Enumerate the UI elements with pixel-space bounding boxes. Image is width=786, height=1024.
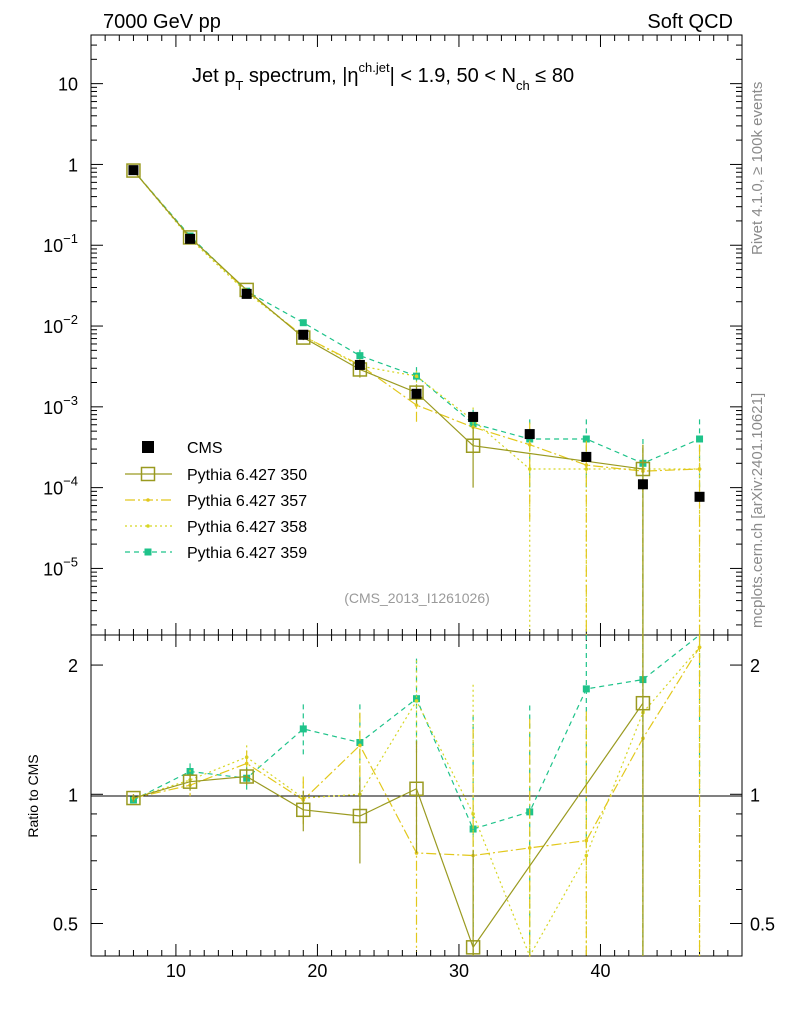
data-point xyxy=(527,442,532,447)
data-point xyxy=(696,435,704,443)
legend-label-357: Pythia 6.427 357 xyxy=(187,493,307,510)
data-point xyxy=(144,548,152,556)
x-tick-label: 20 xyxy=(307,961,327,981)
ratio-y-tick-label: 2 xyxy=(68,656,78,676)
x-tick-label: 40 xyxy=(590,961,610,981)
data-point xyxy=(469,825,477,833)
y-tick-label: 10 xyxy=(58,75,78,95)
data-point xyxy=(635,695,651,711)
data-point xyxy=(146,498,150,502)
data-point xyxy=(697,645,702,650)
series-line-s350 xyxy=(132,170,644,470)
data-point xyxy=(356,352,364,360)
data-point xyxy=(182,230,198,245)
data-point xyxy=(527,846,532,850)
data-point xyxy=(581,451,592,462)
data-point xyxy=(637,479,648,490)
data-point xyxy=(414,374,419,378)
data-point xyxy=(182,774,198,789)
series-line-s350 xyxy=(133,702,644,949)
y-tick-label: 10−5 xyxy=(43,554,78,579)
legend-label-cms: CMS xyxy=(187,440,223,457)
data-point xyxy=(128,165,139,176)
ratio-y-tick-label: 0.5 xyxy=(53,914,78,934)
data-point xyxy=(299,725,307,733)
data-point xyxy=(354,359,365,370)
legend-label-350: Pythia 6.427 350 xyxy=(187,467,307,484)
mcplots-label: mcplots.cern.ch [arXiv:2401.10621] xyxy=(749,393,766,628)
data-point xyxy=(414,403,419,407)
data-point xyxy=(468,411,479,422)
data-point xyxy=(239,769,254,784)
data-point xyxy=(697,467,702,471)
ratio-y-tick-label: 1 xyxy=(68,785,78,805)
ratio-y-axis-label: Ratio to CMS xyxy=(25,754,41,837)
data-point xyxy=(299,319,307,327)
y-tick-label: 1 xyxy=(68,155,78,175)
data-point xyxy=(409,385,424,400)
ratio-y-tick-label-right: 2 xyxy=(750,656,760,676)
data-point xyxy=(244,761,249,766)
y-tick-label: 10−1 xyxy=(43,231,78,256)
axes: 10 20 30 40 10 1 10−1 10−2 10−3 10−4 10−5 0.5 0.5 1 1 2… xyxy=(43,34,775,981)
legend: CMS Pythia 6.427 350 Pythia 6.427 357 Py… xyxy=(125,440,307,562)
data-point xyxy=(524,429,535,440)
data-point xyxy=(358,743,362,748)
main-series xyxy=(126,163,705,635)
y-tick-label: 10−3 xyxy=(43,393,78,418)
ratio-y-tick-label-right: 0.5 xyxy=(750,914,775,934)
series-line-s357 xyxy=(132,170,700,472)
series-line-s358 xyxy=(132,170,700,470)
ratio-y-tick-label-right: 1 xyxy=(750,785,760,805)
data-point xyxy=(185,233,196,244)
data-point xyxy=(298,329,309,340)
data-point xyxy=(635,461,651,477)
data-point xyxy=(352,808,368,824)
y-tick-label: 10−2 xyxy=(43,312,78,337)
data-point xyxy=(241,288,252,299)
data-point xyxy=(126,163,141,178)
data-point xyxy=(584,467,589,471)
data-point xyxy=(356,739,364,747)
header-energy: 7000 GeV pp xyxy=(103,11,221,33)
data-point xyxy=(140,466,156,482)
data-point xyxy=(413,695,420,703)
analysis-id: (CMS_2013_I1261026) xyxy=(344,590,490,606)
x-tick-label: 30 xyxy=(449,961,469,981)
legend-marker-cms xyxy=(142,441,154,453)
rivet-version-label: Rivet 4.1.0, ≥ 100k events xyxy=(749,82,766,255)
data-point xyxy=(126,790,141,806)
data-point xyxy=(582,435,590,443)
ratio-series xyxy=(126,634,702,958)
data-point xyxy=(409,781,424,797)
data-point xyxy=(465,438,481,453)
data-point xyxy=(411,388,422,399)
data-point xyxy=(527,467,532,471)
plot-title: Jet pT spectrum, |ηch.jet| < 1.9, 50 < N… xyxy=(192,60,574,93)
legend-label-359: Pythia 6.427 359 xyxy=(187,545,307,562)
header-category: Soft QCD xyxy=(647,11,733,33)
y-tick-label: 10−4 xyxy=(43,474,78,499)
data-point xyxy=(414,699,419,703)
data-point xyxy=(694,491,705,502)
data-point xyxy=(584,838,589,843)
series-s350 xyxy=(126,163,651,635)
data-point xyxy=(296,802,311,818)
data-point xyxy=(465,940,481,955)
series-s350 xyxy=(126,635,651,956)
legend-label-358: Pythia 6.427 358 xyxy=(187,519,307,536)
data-point xyxy=(146,524,150,528)
x-tick-label: 10 xyxy=(166,961,186,981)
series-cms xyxy=(128,165,705,502)
data-point xyxy=(582,685,590,693)
data-point xyxy=(584,463,589,467)
